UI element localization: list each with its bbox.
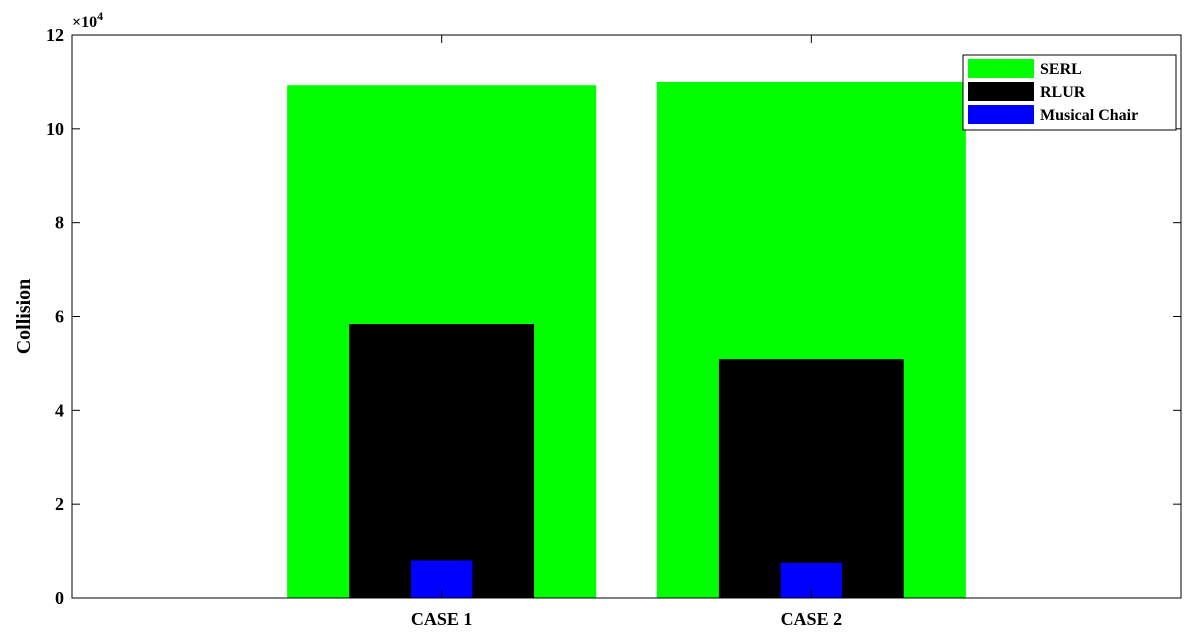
y-axis-exponent-power: 4 bbox=[97, 9, 103, 23]
y-ticks: 0 2 4 6 8 10 12 bbox=[46, 25, 1181, 608]
bars-layer bbox=[287, 81, 966, 599]
y-tick-label: 4 bbox=[55, 400, 64, 420]
y-tick-label: 10 bbox=[46, 119, 64, 139]
y-axis-exponent: ×104 bbox=[72, 9, 103, 31]
legend: SERL RLUR Musical Chair bbox=[962, 54, 1177, 131]
x-ticks: CASE 1 CASE 2 bbox=[411, 35, 842, 629]
y-tick-label: 0 bbox=[55, 588, 64, 608]
y-tick-label: 6 bbox=[55, 307, 64, 327]
legend-label-musical-chair: Musical Chair bbox=[1040, 107, 1138, 124]
x-tick-label: CASE 2 bbox=[781, 609, 843, 629]
y-tick-label: 12 bbox=[46, 25, 64, 45]
y-tick-label: 2 bbox=[55, 494, 64, 514]
y-axis-exponent-base: ×10 bbox=[72, 14, 97, 31]
legend-label-rlur: RLUR bbox=[1040, 84, 1086, 101]
y-tick-label: 8 bbox=[55, 213, 64, 233]
legend-swatch-rlur bbox=[968, 82, 1034, 101]
bar-rlur-1 bbox=[349, 324, 535, 598]
x-tick-label: CASE 1 bbox=[411, 609, 473, 629]
legend-label-serl: SERL bbox=[1040, 61, 1082, 78]
bar-rlur-2 bbox=[718, 359, 904, 598]
y-axis-label: Collision bbox=[13, 279, 35, 355]
legend-swatch-musical-chair bbox=[968, 105, 1034, 124]
legend-swatch-serl bbox=[968, 59, 1034, 78]
